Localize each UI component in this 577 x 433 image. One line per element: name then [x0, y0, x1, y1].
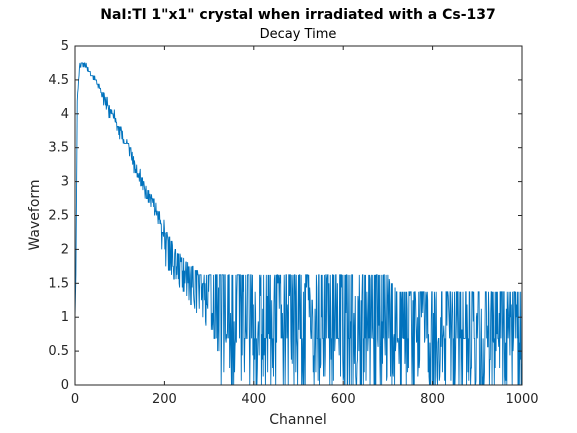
chart-subtitle: Decay Time [260, 27, 337, 42]
x-axis-label: Channel [269, 412, 326, 428]
x-tick-label: 0 [71, 392, 79, 407]
x-tick-label: 800 [420, 392, 445, 407]
y-tick-label: 3 [61, 175, 69, 190]
y-tick-label: 1.5 [48, 276, 69, 291]
ticks-layer: 0 200 400 600 800 1000 0 0.5 1 1.5 2 2.5 3 3.5 4 4.5 5 [48, 39, 538, 407]
chart-title: NaI:Tl 1"x1" crystal when irradiated wit… [100, 7, 496, 23]
x-tick-label: 200 [152, 392, 177, 407]
series-layer [74, 62, 523, 386]
waveform-series-line [74, 62, 523, 386]
y-tick-label: 2.5 [48, 209, 69, 224]
x-tick-label: 1000 [505, 392, 538, 407]
y-tick-label: 5 [61, 39, 69, 54]
x-tick-label: 600 [331, 392, 356, 407]
y-tick-label: 0 [61, 378, 69, 393]
y-tick-label: 2 [61, 242, 69, 257]
y-tick-label: 1 [61, 310, 69, 325]
y-axis-label: Waveform [27, 179, 43, 250]
y-tick-label: 3.5 [48, 141, 69, 156]
x-tick-label: 400 [241, 392, 266, 407]
y-tick-label: 0.5 [48, 344, 69, 359]
y-tick-label: 4 [61, 107, 69, 122]
y-tick-label: 4.5 [48, 73, 69, 88]
